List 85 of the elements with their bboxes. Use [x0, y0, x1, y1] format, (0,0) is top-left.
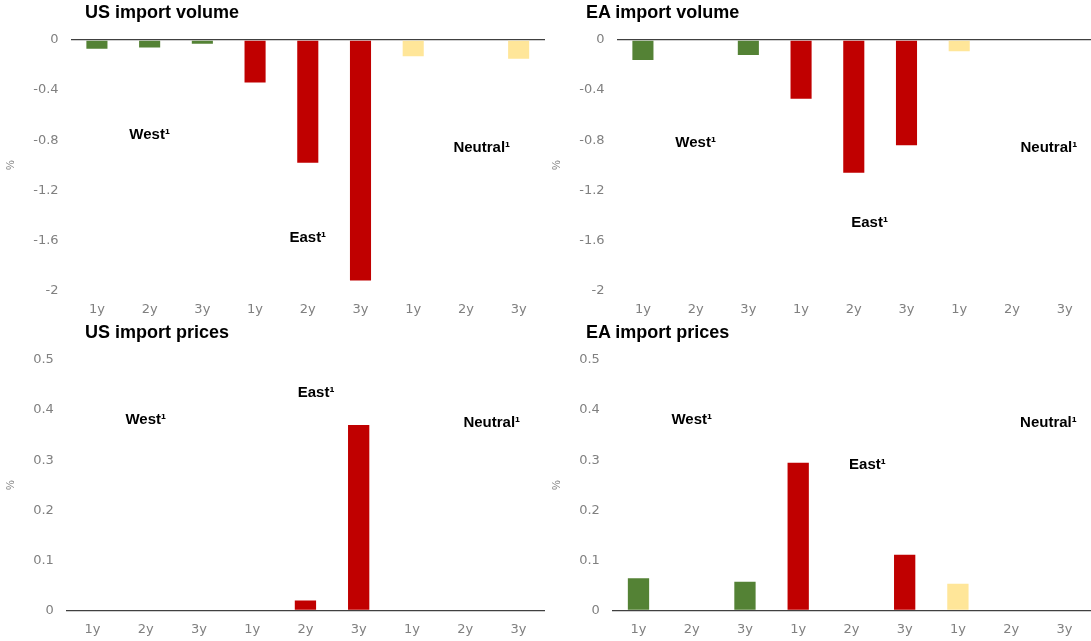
bar — [947, 583, 969, 610]
x-tick-label: 2y — [683, 620, 701, 636]
y-tick-label: 0 — [591, 601, 600, 617]
x-tick-label: 1y — [88, 300, 106, 316]
y-axis-title: % — [549, 480, 562, 491]
y-tick-label: -1.6 — [579, 231, 605, 247]
x-tick-label: 3y — [740, 300, 757, 316]
x-tick-label: 3y — [190, 620, 208, 636]
y-tick-label: 0.5 — [579, 351, 600, 367]
y-tick-label: 0.3 — [579, 451, 600, 467]
x-tick-label: 2y — [299, 300, 317, 316]
bar — [734, 581, 756, 610]
x-tick-label: 2y — [457, 620, 474, 636]
y-tick-label: 0 — [45, 601, 54, 617]
y-tick-label: 0.1 — [579, 551, 600, 567]
annotation: Neutral¹ — [453, 137, 511, 155]
x-tick-label: 3y — [352, 300, 369, 316]
x-tick-label: 3y — [896, 620, 913, 636]
x-tick-label: 1y — [84, 620, 101, 636]
y-tick-label: -2 — [45, 281, 59, 297]
x-tick-label: 1y — [634, 300, 652, 316]
y-tick-label: -0.8 — [33, 131, 59, 147]
x-tick-label: 1y — [790, 620, 807, 636]
x-tick-label: 3y — [1056, 620, 1073, 636]
x-tick-label: 1y — [949, 620, 967, 636]
annotation: West¹ — [125, 410, 167, 428]
x-tick-label: 3y — [510, 300, 527, 316]
bar — [787, 462, 809, 610]
x-tick-label: 3y — [194, 300, 211, 316]
annotation: West¹ — [129, 125, 170, 143]
annotation: Neutral¹ — [1020, 412, 1077, 430]
y-tick-label: -1.6 — [33, 231, 59, 247]
x-tick-label: 2y — [1003, 620, 1020, 636]
x-tick-label: 2y — [687, 300, 704, 316]
y-tick-label: 0.2 — [579, 501, 600, 517]
chart-title: EA import prices — [586, 322, 730, 343]
y-tick-label: -1.2 — [33, 181, 59, 197]
annotation: West¹ — [675, 132, 716, 150]
annotation: Neutral¹ — [463, 412, 521, 430]
chart-title: US import volume — [85, 2, 240, 23]
x-tick-label: 1y — [247, 300, 264, 316]
x-tick-label: 2y — [297, 620, 314, 636]
y-tick-label: 0.3 — [33, 451, 54, 467]
x-tick-label: 2y — [457, 300, 475, 316]
y-tick-label: 0.1 — [33, 551, 54, 567]
y-tick-label: -0.4 — [33, 81, 59, 97]
y-tick-label: -0.8 — [579, 131, 605, 147]
y-tick-label: 0.4 — [33, 401, 54, 417]
x-tick-label: 1y — [630, 620, 647, 636]
x-tick-label: 2y — [141, 300, 158, 316]
annotation: East¹ — [297, 382, 335, 400]
x-tick-label: 1y — [405, 300, 422, 316]
x-tick-label: 3y — [736, 620, 754, 636]
chart-title: EA import volume — [586, 2, 740, 23]
annotation: West¹ — [671, 410, 713, 428]
bar — [627, 578, 650, 610]
chart-title: US import prices — [85, 322, 230, 343]
bar — [894, 554, 916, 610]
y-tick-label: -0.4 — [579, 81, 605, 97]
annotation: East¹ — [851, 212, 888, 230]
x-tick-label: 1y — [951, 300, 968, 316]
x-tick-label: 2y — [137, 620, 155, 636]
y-tick-label: 0 — [50, 31, 59, 47]
annotation: Neutral¹ — [1020, 137, 1078, 155]
x-tick-label: 2y — [843, 620, 860, 636]
y-tick-label: 0.4 — [579, 401, 600, 417]
y-tick-label: -2 — [591, 281, 605, 297]
x-tick-label: 3y — [350, 620, 367, 636]
annotation: East¹ — [289, 227, 327, 245]
y-axis-title: % — [3, 160, 16, 171]
annotation: East¹ — [849, 455, 886, 473]
x-tick-label: 3y — [510, 620, 527, 636]
x-tick-label: 2y — [1003, 300, 1021, 316]
x-tick-label: 2y — [845, 300, 863, 316]
y-tick-label: 0.5 — [33, 351, 54, 367]
x-tick-label: 3y — [898, 300, 915, 316]
y-tick-label: -1.2 — [579, 181, 605, 197]
y-tick-label: 0.2 — [33, 501, 54, 517]
y-axis-title: % — [3, 480, 16, 491]
x-tick-label: 3y — [1056, 300, 1073, 316]
x-tick-label: 1y — [793, 300, 810, 316]
x-tick-label: 1y — [244, 620, 261, 636]
y-tick-label: 0 — [596, 31, 605, 47]
y-axis-title: % — [549, 160, 562, 171]
x-tick-label: 1y — [403, 620, 421, 636]
